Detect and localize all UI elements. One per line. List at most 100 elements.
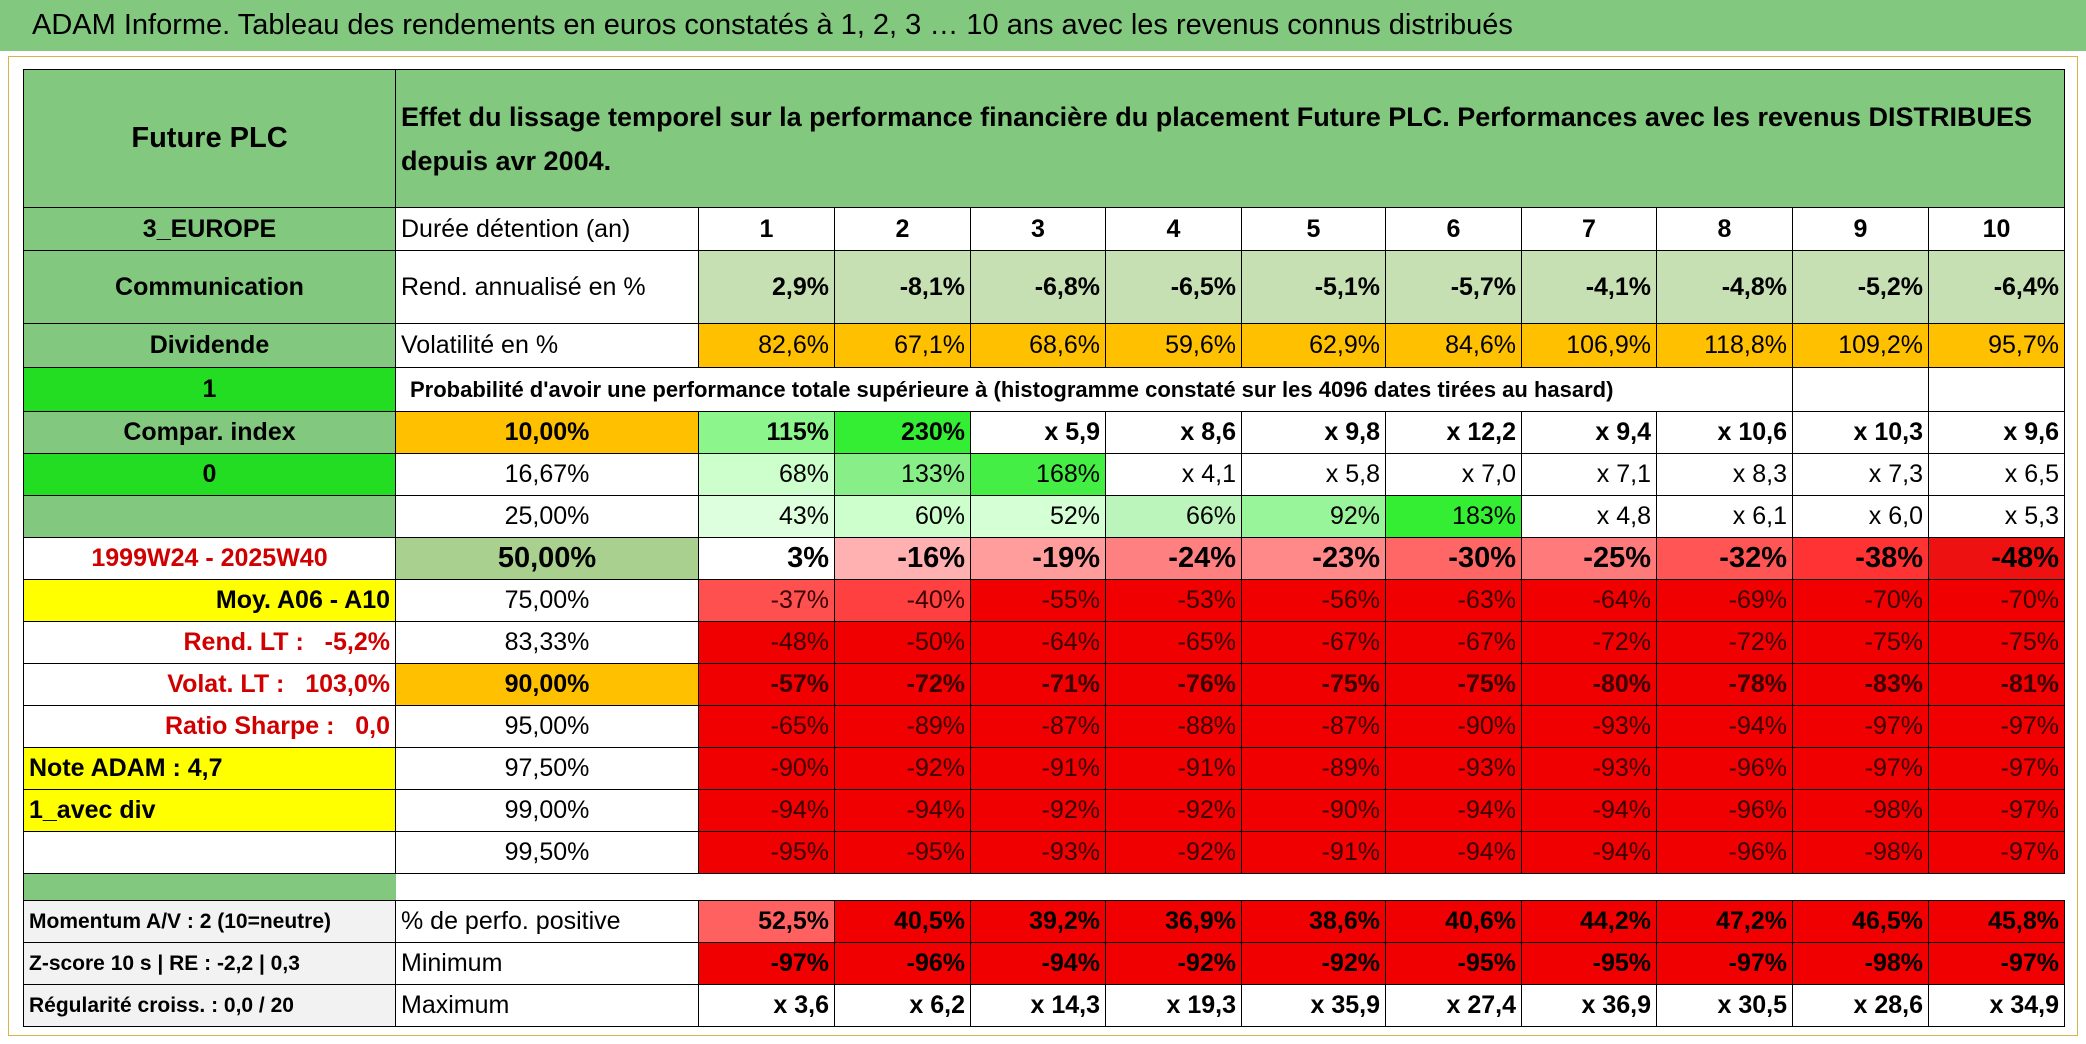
summary-value: 38,6% bbox=[1241, 900, 1386, 943]
value-cell: 3 bbox=[970, 207, 1106, 251]
value-cell: -97% bbox=[1928, 831, 2065, 874]
value-cell: -94% bbox=[1521, 831, 1657, 874]
value-cell: x 5,3 bbox=[1928, 495, 2065, 538]
summary-value: -94% bbox=[970, 942, 1106, 985]
summary-value: -92% bbox=[1241, 942, 1386, 985]
value-cell: 1 bbox=[698, 207, 835, 251]
value-cell: -97% bbox=[1792, 747, 1929, 790]
summary-value: x 35,9 bbox=[1241, 984, 1386, 1027]
value-cell: x 9,4 bbox=[1521, 411, 1657, 454]
table-row: Ratio Sharpe : 0,0 95,00% -65% -89% -87% -88%… bbox=[23, 705, 2065, 748]
value-cell: -93% bbox=[970, 831, 1106, 874]
summary-value: 36,9% bbox=[1105, 900, 1242, 943]
table-row: 25,00% 43% 60% 52% 66% 92% 183% x 4,8 x 6,1 x 6,0… bbox=[23, 495, 2065, 538]
table-row: Moy. A06 - A10 75,00% -37% -40% -55% -53% -56%… bbox=[23, 579, 2065, 622]
value-cell: 4 bbox=[1105, 207, 1242, 251]
empty-cell bbox=[1792, 367, 1929, 412]
spacer-cell bbox=[23, 873, 396, 901]
value-cell: 230% bbox=[834, 411, 971, 454]
value-cell: -30% bbox=[1385, 537, 1522, 580]
table-row: Volat. LT : 103,0% 90,00% -57% -72% -71% -76%… bbox=[23, 663, 2065, 706]
value-cell: x 7,3 bbox=[1792, 453, 1929, 496]
table-row: 1_avec div 99,00% -94% -94% -92% -92% -90% -94%… bbox=[23, 789, 2065, 832]
summary-value: 40,5% bbox=[834, 900, 971, 943]
summary-value: -95% bbox=[1521, 942, 1657, 985]
row-label: 75,00% bbox=[395, 579, 699, 622]
value-cell: -98% bbox=[1792, 789, 1929, 832]
value-cell: -75% bbox=[1241, 663, 1386, 706]
summary-value: x 3,6 bbox=[698, 984, 835, 1027]
summary-value: 47,2% bbox=[1656, 900, 1793, 943]
value-cell: -87% bbox=[1241, 705, 1386, 748]
value-cell: 6 bbox=[1385, 207, 1522, 251]
value-cell: 95,7% bbox=[1928, 323, 2065, 368]
summary-value: -97% bbox=[1656, 942, 1793, 985]
value-cell: -64% bbox=[1521, 579, 1657, 622]
table-row: 1 Probabilité d'avoir une performance tot… bbox=[23, 367, 2065, 412]
table-row: 0 16,67% 68% 133% 168% x 4,1 x 5,8 x 7,0 x 7,1 x … bbox=[23, 453, 2065, 496]
value-cell: x 9,6 bbox=[1928, 411, 2065, 454]
value-cell: -48% bbox=[698, 621, 835, 664]
value-cell: 67,1% bbox=[834, 323, 971, 368]
value-cell: -83% bbox=[1792, 663, 1929, 706]
summary-value: 44,2% bbox=[1521, 900, 1657, 943]
summary-value: x 34,9 bbox=[1928, 984, 2065, 1027]
value-cell: -5,7% bbox=[1385, 250, 1522, 324]
value-cell: x 5,8 bbox=[1241, 453, 1386, 496]
summary-value: 46,5% bbox=[1792, 900, 1929, 943]
summary-value: 45,8% bbox=[1928, 900, 2065, 943]
value-cell: x 12,2 bbox=[1385, 411, 1522, 454]
value-cell: -94% bbox=[1521, 789, 1657, 832]
value-cell: 133% bbox=[834, 453, 971, 496]
value-cell: -70% bbox=[1928, 579, 2065, 622]
row-header: 3_EUROPE bbox=[23, 207, 396, 251]
value-cell: -90% bbox=[1385, 705, 1522, 748]
value-cell: -57% bbox=[698, 663, 835, 706]
value-cell: x 7,0 bbox=[1385, 453, 1522, 496]
row-header: Communication bbox=[23, 250, 396, 324]
value-cell: x 8,6 bbox=[1105, 411, 1242, 454]
summary-value: x 14,3 bbox=[970, 984, 1106, 1027]
value-cell: 115% bbox=[698, 411, 835, 454]
table-row: Compar. index 10,00% 115% 230% x 5,9 x 8,6 x 9… bbox=[23, 411, 2065, 454]
table-row: 99,50% -95% -95% -93% -92% -91% -94% -94% -96% -9… bbox=[23, 831, 2065, 874]
row-header: Rend. LT : -5,2% bbox=[23, 621, 396, 664]
section-label: Probabilité d'avoir une performance tota… bbox=[395, 367, 1793, 412]
value-cell: x 6,1 bbox=[1656, 495, 1793, 538]
value-cell: -90% bbox=[1241, 789, 1386, 832]
value-cell: 118,8% bbox=[1656, 323, 1793, 368]
value-cell: 5 bbox=[1241, 207, 1386, 251]
value-cell: -75% bbox=[1928, 621, 2065, 664]
value-cell: -6,5% bbox=[1105, 250, 1242, 324]
row-header bbox=[23, 495, 396, 538]
value-cell: x 6,0 bbox=[1792, 495, 1929, 538]
summary-value: -97% bbox=[698, 942, 835, 985]
value-cell: -55% bbox=[970, 579, 1106, 622]
value-cell: -64% bbox=[970, 621, 1106, 664]
value-cell: x 10,6 bbox=[1656, 411, 1793, 454]
row-header: Ratio Sharpe : 0,0 bbox=[23, 705, 396, 748]
value-cell: -23% bbox=[1241, 537, 1386, 580]
value-cell: -4,1% bbox=[1521, 250, 1657, 324]
value-cell: -16% bbox=[834, 537, 971, 580]
value-cell: -94% bbox=[1385, 789, 1522, 832]
value-cell: -95% bbox=[698, 831, 835, 874]
value-cell: 82,6% bbox=[698, 323, 835, 368]
title-bar: ADAM Informe. Tableau des rendements en … bbox=[0, 0, 2086, 51]
row-header: 0 bbox=[23, 453, 396, 496]
summary-label: % de perfo. positive bbox=[395, 900, 699, 943]
value-cell: -95% bbox=[834, 831, 971, 874]
value-cell: -75% bbox=[1792, 621, 1929, 664]
summary-label: Maximum bbox=[395, 984, 699, 1027]
value-cell: -50% bbox=[834, 621, 971, 664]
summary-value: -92% bbox=[1105, 942, 1242, 985]
value-cell: -56% bbox=[1241, 579, 1386, 622]
value-cell: -19% bbox=[970, 537, 1106, 580]
row-label: 83,33% bbox=[395, 621, 699, 664]
value-cell: -97% bbox=[1928, 747, 2065, 790]
spacer-cell bbox=[395, 873, 2065, 901]
value-cell: x 7,1 bbox=[1521, 453, 1657, 496]
description: Effet du lissage temporel sur la perform… bbox=[395, 69, 2065, 208]
value-cell: -92% bbox=[970, 789, 1106, 832]
summary-value: x 36,9 bbox=[1521, 984, 1657, 1027]
